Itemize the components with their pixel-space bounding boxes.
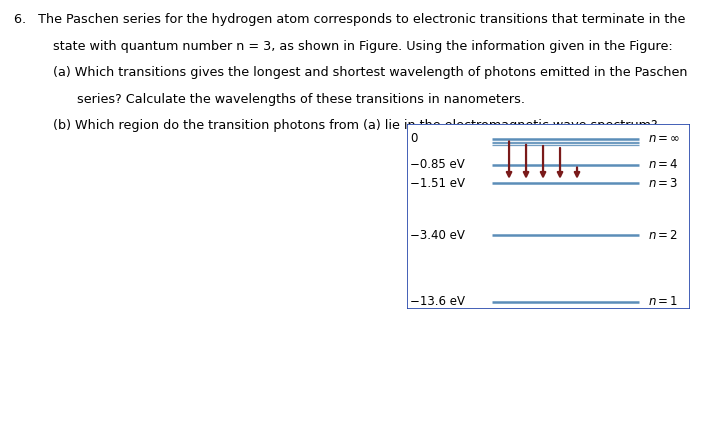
Text: −0.85 eV: −0.85 eV: [410, 158, 464, 171]
Text: $n = \infty$: $n = \infty$: [648, 132, 680, 145]
Text: 0: 0: [410, 132, 417, 145]
FancyBboxPatch shape: [407, 124, 690, 309]
Text: $n = 3$: $n = 3$: [648, 177, 678, 190]
Text: $n = 2$: $n = 2$: [648, 229, 678, 242]
Text: 6.   The Paschen series for the hydrogen atom corresponds to electronic transiti: 6. The Paschen series for the hydrogen a…: [14, 13, 685, 26]
Text: series? Calculate the wavelengths of these transitions in nanometers.: series? Calculate the wavelengths of the…: [77, 93, 525, 106]
Text: (a) Which transitions gives the longest and shortest wavelength of photons emitt: (a) Which transitions gives the longest …: [52, 66, 687, 79]
Text: (b) Which region do the transition photons from (a) lie in the electromagnetic w: (b) Which region do the transition photo…: [52, 119, 657, 132]
Text: state with quantum number n = 3, as shown in Figure. Using the information given: state with quantum number n = 3, as show…: [52, 40, 673, 53]
Text: −1.51 eV: −1.51 eV: [410, 177, 465, 190]
Text: −13.6 eV: −13.6 eV: [410, 295, 465, 309]
Text: $n = 1$: $n = 1$: [648, 295, 678, 309]
Text: −3.40 eV: −3.40 eV: [410, 229, 465, 242]
Text: $n = 4$: $n = 4$: [648, 158, 678, 171]
